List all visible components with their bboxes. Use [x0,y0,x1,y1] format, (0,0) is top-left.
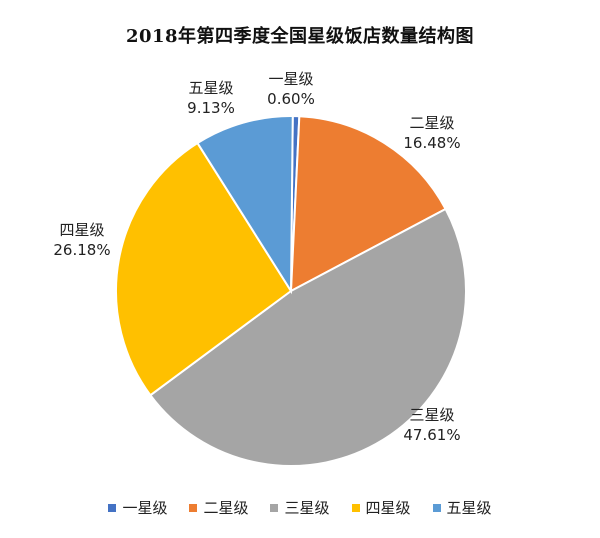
legend-label: 二星级 [203,499,249,517]
legend-swatch [270,503,279,512]
pie-slices [115,114,467,468]
legend-item: 四星级 [351,497,411,518]
pie-slice-4 [115,141,293,397]
legend-item: 二星级 [189,497,248,518]
slice-value-label: 26.18% [53,241,110,259]
slice-value-label: 16.48% [403,134,460,152]
slice-category-label: 四星级 [59,221,104,239]
slice-category-label: 三星级 [409,406,454,424]
legend-swatch [432,503,441,512]
slice-value-label: 9.13% [187,99,235,117]
legend-item: 一星级 [108,497,167,518]
legend-label: 一星级 [122,499,168,517]
legend-label: 三星级 [284,499,330,517]
legend-swatch [351,503,360,512]
legend-item: 五星级 [432,497,492,518]
chart-legend: 一星级 二星级 三星级 四星级 五星级 [0,497,600,518]
chart-title: 2018年第四季度全国星级饭店数量结构图 [125,26,475,47]
slice-labels: 一星级 0.60% 二星级 16.48% 三星级 47.61% 四星级 26.18% 五星级 9.… [53,70,460,444]
legend-swatch [189,503,198,512]
slice-category-label: 五星级 [188,79,233,97]
pie-slice-2 [289,115,447,293]
pie-slice-5 [196,115,294,295]
slice-category-label: 一星级 [268,70,313,88]
legend-label: 五星级 [446,499,492,517]
legend-swatch [108,503,117,512]
legend-label: 四星级 [365,499,411,517]
pie-slice-3 [149,207,467,468]
slice-value-label: 0.60% [267,90,315,108]
slice-category-label: 二星级 [409,114,454,132]
legend-item: 三星级 [270,497,330,518]
slice-value-label: 47.61% [403,426,460,444]
